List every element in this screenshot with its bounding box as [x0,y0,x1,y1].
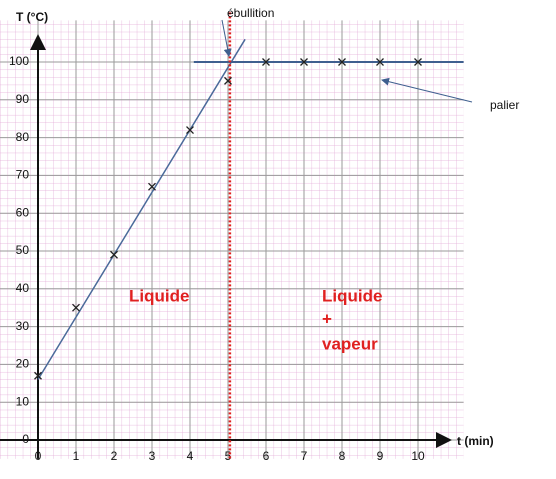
x-tick-label: 6 [263,449,270,463]
y-tick-label: 50 [16,243,30,257]
y-tick-label: 80 [16,130,30,144]
phase-label: Liquide [322,286,382,305]
data-point [376,58,384,66]
phase-label: + [322,309,332,328]
data-point [262,58,270,66]
annotation-arrow [381,77,473,103]
y-tick-label: 90 [16,92,30,106]
phase-label: Liquide [129,286,189,305]
y-tick-label: 40 [16,281,30,295]
y-tick-label: 70 [16,168,30,182]
data-point [148,182,156,191]
x-tick-label: 2 [111,449,118,463]
x-axis-label: t (min) [457,434,494,448]
y-tick-label: 30 [16,319,30,333]
x-tick-label: 8 [339,449,346,463]
y-tick-label: 20 [16,357,30,371]
x-tick-label: 10 [411,449,425,463]
x-tick-label: 9 [377,449,384,463]
phase-label: vapeur [322,334,378,353]
y-tick-label: 60 [16,205,30,219]
graph-paper [0,20,464,459]
y-axis-label: T (°C) [16,10,48,24]
x-tick-label: 5 [225,449,232,463]
y-tick-label: 100 [9,54,29,68]
x-tick-label: 1 [73,449,80,463]
annotation-arrow [221,19,232,57]
data-point [186,126,194,134]
data-point [34,371,42,380]
data-point [110,250,118,259]
annotation: palier [490,98,519,112]
data-point [224,76,232,85]
data-point [414,58,422,66]
x-tick-label: 7 [301,449,308,463]
x-tick-label: 4 [187,449,194,463]
data-point [300,58,308,66]
y-tick-label: 10 [16,394,30,408]
fit-line [37,38,246,380]
x-tick-label: 3 [149,449,156,463]
annotation: ébullition [227,6,274,20]
data-point [72,303,80,312]
data-point [338,58,346,66]
